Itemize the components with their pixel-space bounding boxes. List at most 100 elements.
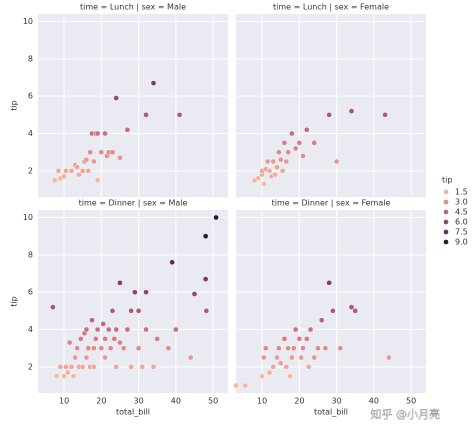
point: [272, 171, 278, 178]
point: [113, 326, 120, 333]
legend-marker: [443, 239, 449, 245]
point: [79, 364, 86, 370]
panel-background: [38, 210, 228, 393]
point: [66, 339, 73, 346]
legend-label: 7.5: [455, 228, 468, 237]
x-axis-label: total_bill: [116, 408, 150, 417]
panel-background: [236, 210, 426, 393]
point: [124, 326, 131, 333]
point: [287, 373, 293, 380]
point: [266, 369, 273, 376]
x-tick-label: 20: [294, 397, 304, 406]
point: [124, 126, 131, 133]
point: [105, 326, 112, 333]
point: [213, 214, 219, 221]
point: [102, 130, 108, 137]
point: [305, 364, 312, 370]
point: [300, 345, 306, 352]
legend-marker: [443, 209, 449, 215]
point: [143, 111, 149, 118]
point: [135, 307, 142, 314]
point: [285, 149, 292, 156]
y-axis-label: tip: [10, 100, 19, 110]
legend-label: 6.0: [455, 218, 468, 227]
point: [83, 326, 90, 333]
point: [172, 326, 179, 333]
y-tick-label: 6: [28, 92, 33, 101]
point: [270, 158, 277, 165]
panel-title: time = Dinner | sex = Male: [79, 199, 188, 208]
y-tick-label: 4: [28, 325, 33, 334]
point: [300, 153, 306, 159]
point: [352, 307, 359, 314]
point: [74, 345, 80, 352]
point: [117, 339, 123, 346]
point: [191, 291, 198, 297]
point: [53, 373, 60, 380]
point: [79, 168, 86, 174]
point: [333, 158, 340, 165]
point: [330, 307, 336, 314]
point: [169, 259, 175, 266]
point: [318, 317, 325, 324]
point: [109, 149, 116, 156]
x-tick-label: 50: [208, 397, 218, 406]
point: [289, 130, 295, 137]
x-tick-label: 40: [171, 397, 181, 406]
point: [285, 345, 292, 352]
x-tick-label: 10: [59, 397, 69, 406]
point: [165, 345, 172, 352]
point: [289, 354, 295, 361]
point: [292, 326, 299, 333]
point: [150, 364, 157, 370]
point: [303, 335, 310, 342]
panel-background: [236, 14, 426, 197]
point: [311, 139, 318, 146]
point: [68, 364, 75, 370]
point: [64, 369, 71, 376]
point: [51, 177, 58, 184]
y-axis-label: tip: [10, 296, 19, 306]
x-tick-label: 10: [257, 397, 267, 406]
point: [100, 321, 107, 327]
point: [91, 364, 97, 370]
panel-title: time = Lunch | sex = Male: [80, 3, 186, 12]
point: [187, 354, 194, 361]
point: [91, 345, 97, 352]
point: [94, 177, 101, 184]
point: [264, 158, 271, 165]
point: [128, 364, 134, 370]
point: [296, 139, 303, 146]
legend-label: 1.5: [455, 188, 468, 197]
point: [83, 354, 90, 361]
point: [70, 373, 77, 380]
point: [307, 326, 314, 333]
point: [98, 149, 105, 156]
point: [326, 279, 332, 286]
point: [76, 171, 82, 178]
point: [61, 173, 67, 180]
x-tick-label: 20: [96, 397, 106, 406]
point: [87, 149, 94, 156]
point: [117, 154, 123, 161]
point: [50, 304, 56, 310]
point: [143, 326, 149, 333]
point: [255, 175, 262, 182]
point: [348, 108, 355, 114]
watermark: 知乎 @小月亮: [371, 407, 441, 421]
point: [298, 354, 305, 361]
point: [109, 307, 116, 314]
x-tick-label: 30: [331, 397, 341, 406]
point: [89, 317, 95, 324]
y-tick-label: 4: [28, 129, 33, 138]
point: [233, 382, 239, 389]
point: [261, 181, 267, 187]
point: [150, 80, 157, 86]
y-tick-label: 8: [28, 54, 33, 63]
point: [63, 168, 69, 174]
point: [279, 168, 286, 174]
x-tick-label: 40: [369, 397, 379, 406]
point: [202, 233, 209, 239]
point: [143, 289, 149, 296]
